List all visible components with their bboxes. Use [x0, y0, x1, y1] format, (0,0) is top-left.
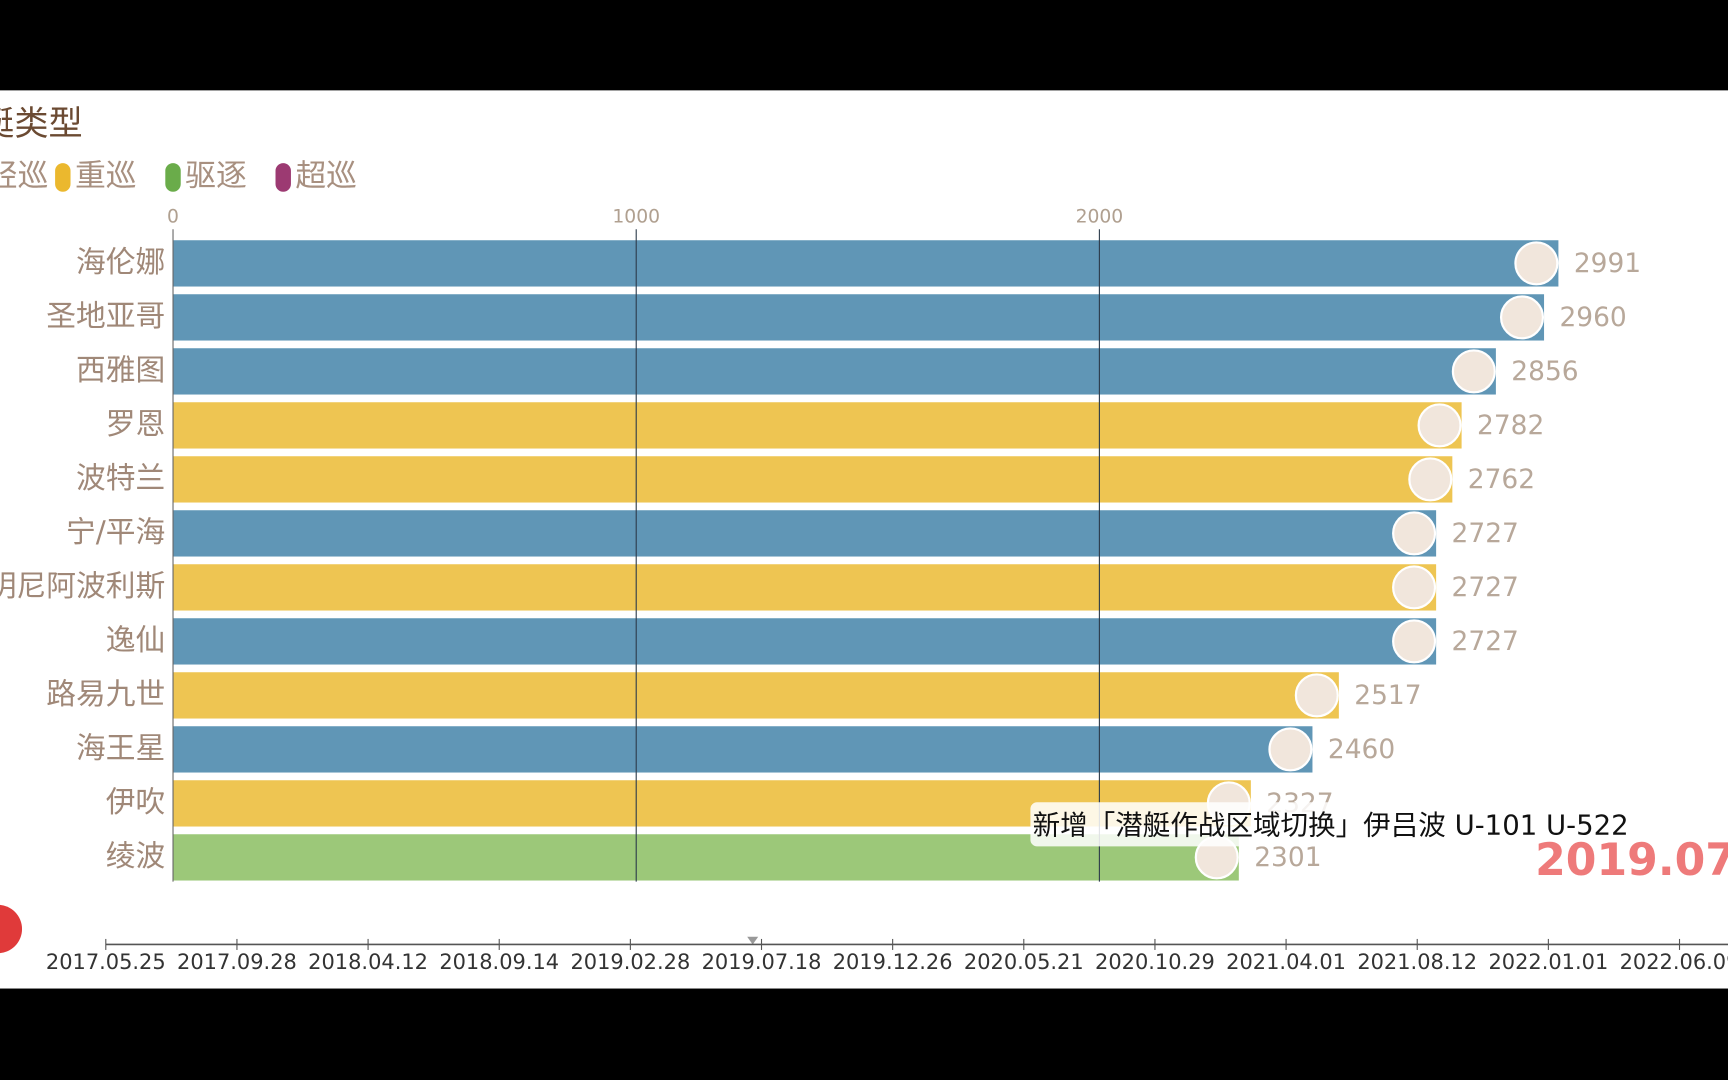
avatar [1392, 511, 1437, 556]
avatar [1499, 295, 1545, 340]
value-label: 2856 [1511, 356, 1578, 387]
chart-title: 艇类型 [0, 104, 83, 144]
category-label: 波特兰 [76, 461, 165, 496]
timeline-label: 2019.07.18 [702, 950, 822, 974]
legend-label: 轻巡 [0, 158, 48, 194]
category-label: 海王星 [76, 731, 165, 766]
avatar [1451, 349, 1496, 394]
bar [173, 564, 1437, 611]
timeline-label: 2021.08.12 [1357, 950, 1477, 974]
caption: 新增「潜艇作战区域切换」伊吕波 U-101 U-522 [1033, 810, 1629, 842]
category-label: 伊吹 [106, 785, 166, 820]
timeline-marker [747, 936, 759, 945]
avatar [1392, 565, 1437, 610]
value-label: 2517 [1354, 680, 1421, 711]
timeline-label: 2018.09.14 [439, 950, 559, 974]
timeline-label: 2017.09.28 [177, 950, 297, 974]
legend-swatch [55, 163, 71, 192]
legend-swatch [275, 163, 291, 192]
x-tick-label: 0 [167, 207, 179, 228]
timeline-label: 2022.01.01 [1488, 950, 1608, 974]
avatar [1392, 619, 1437, 664]
value-label: 2727 [1452, 518, 1519, 549]
bar [173, 510, 1437, 557]
bar [173, 618, 1437, 665]
timeline-label: 2017.05.25 [46, 950, 166, 974]
timeline-label: 2020.05.21 [964, 950, 1084, 974]
category-label: 宁/平海 [66, 515, 165, 550]
category-label: 路易九世 [46, 677, 165, 712]
value-label: 2301 [1254, 842, 1321, 873]
avatar [1514, 241, 1559, 286]
legend-label: 超巡 [295, 158, 357, 194]
bar [173, 348, 1496, 395]
value-label: 2782 [1477, 410, 1544, 441]
value-label: 2991 [1574, 248, 1641, 279]
bar [173, 672, 1339, 719]
value-label: 2460 [1328, 734, 1395, 765]
caption-box [1030, 802, 1711, 847]
play-button[interactable] [0, 904, 23, 954]
legend-label: 重巡 [75, 158, 137, 194]
category-label: 圣地亚哥 [46, 299, 165, 334]
avatar [1417, 403, 1462, 448]
value-label: 2727 [1452, 572, 1519, 603]
timeline-label: 2021.04.01 [1226, 950, 1346, 974]
bar [173, 240, 1559, 287]
timeline-label: 2020.10.29 [1095, 950, 1215, 974]
legend-swatch [165, 163, 181, 192]
value-label: 2762 [1468, 464, 1535, 495]
category-label: 海伦娜 [76, 245, 165, 280]
category-label: 逸仙 [106, 623, 166, 658]
timeline-label: 2022.06.09 [1620, 950, 1728, 974]
legend-label: 驱逐 [185, 158, 247, 194]
category-label: 明尼阿波利斯 [0, 569, 165, 604]
bar [173, 456, 1453, 503]
value-label: 2727 [1452, 626, 1519, 657]
avatar [1408, 457, 1453, 502]
bar [173, 726, 1313, 773]
x-tick-label: 2000 [1076, 207, 1124, 228]
value-label: 2960 [1559, 302, 1626, 333]
bar [173, 402, 1462, 449]
category-label: 西雅图 [76, 353, 165, 388]
timeline-label: 2019.12.26 [833, 950, 953, 974]
timeline-label: 2018.04.12 [308, 950, 428, 974]
current-date: 2019.07 [1535, 835, 1728, 886]
avatar [1294, 673, 1339, 718]
x-tick-label: 1000 [612, 207, 660, 228]
category-label: 罗恩 [106, 407, 166, 442]
category-label: 绫波 [106, 839, 166, 874]
timeline-label: 2019.02.28 [570, 950, 690, 974]
avatar [1268, 727, 1313, 772]
bar [173, 294, 1545, 341]
